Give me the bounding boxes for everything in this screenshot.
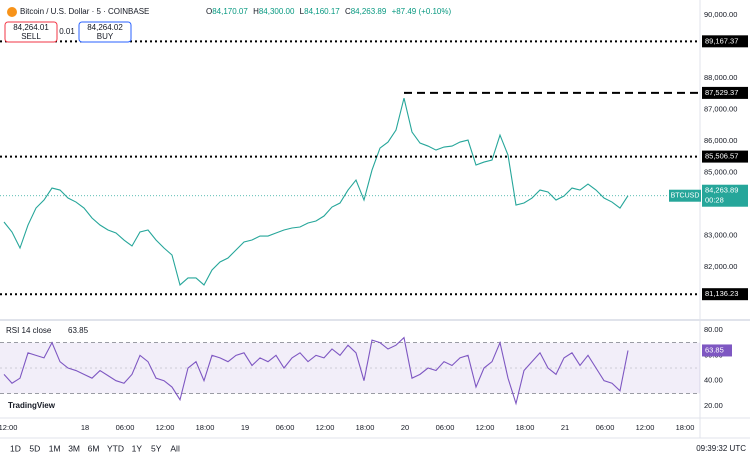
y-tick-label: 87,000.00	[704, 105, 737, 114]
level-label: 89,167.37	[705, 36, 738, 45]
sell-price[interactable]: 84,264.01	[13, 23, 49, 32]
symbol-title: Bitcoin / U.S. Dollar · 5 · COINBASE	[20, 7, 149, 16]
brand-text: TradingView	[8, 401, 56, 410]
ohlc-key: C	[345, 7, 351, 16]
x-tick-label: 06:00	[596, 423, 615, 432]
symbol-tag-label: BTCUSD	[671, 193, 700, 200]
x-tick-label: 18:00	[196, 423, 215, 432]
brand: TradingView	[8, 401, 56, 410]
x-tick-label: 06:00	[436, 423, 455, 432]
last-price-tag	[702, 184, 748, 207]
range-button[interactable]: YTD	[107, 443, 124, 453]
change: +87.49 (+0.10%)	[392, 7, 452, 16]
ohlc-value: 84,160.17	[304, 7, 340, 16]
range-button[interactable]: 5D	[29, 443, 40, 453]
level-label: 85,506.57	[705, 152, 738, 161]
last-value-label: 63.85	[705, 345, 724, 354]
level-tag	[702, 86, 748, 99]
range-button[interactable]: 6M	[88, 443, 100, 453]
x-tick-label: 18:00	[516, 423, 535, 432]
rsi-value: 63.85	[68, 326, 89, 335]
sell-button[interactable]: 84,264.01 SELL	[4, 21, 58, 43]
level-label: 87,529.37	[705, 88, 738, 97]
countdown-label: 00:28	[705, 196, 724, 205]
x-tick-label: 18	[81, 423, 89, 432]
sell-label[interactable]: SELL	[21, 32, 41, 41]
y-tick-label: 82,000.00	[704, 262, 737, 271]
y-tick-label: 80.00	[704, 325, 723, 334]
x-tick-label: 12:00	[476, 423, 495, 432]
ohlc-value: 84,170.07	[212, 7, 248, 16]
spread: 0.01	[59, 27, 75, 36]
y-tick-label: 90,000.00	[704, 10, 737, 19]
ohlc-key: O	[206, 7, 212, 16]
x-tick-label: 18:00	[676, 423, 695, 432]
x-tick-label: 12:00	[156, 423, 175, 432]
buy-button[interactable]: 84,264.02 BUY	[78, 21, 132, 43]
clock: 09:39:32 UTC	[696, 444, 746, 453]
series-line	[3, 97, 629, 286]
buy-label[interactable]: BUY	[97, 32, 114, 41]
last-value-tag	[702, 344, 732, 357]
level-tag	[702, 150, 748, 163]
last-price-label: 84,263.89	[705, 186, 738, 195]
ohlc-value: 84,300.00	[259, 7, 295, 16]
y-tick-label: 86,000.00	[704, 136, 737, 145]
rsi-title: RSI 14 close	[6, 326, 52, 335]
level-tag	[702, 288, 748, 301]
range-button[interactable]: All	[170, 443, 180, 453]
range-button[interactable]: 5Y	[151, 443, 162, 453]
plot: 82,000.00 83,000.00 85,000.00 86,000.00 87,0…	[0, 10, 748, 453]
x-tick-label: 12:00	[0, 423, 17, 432]
x-tick-label: 21	[561, 423, 569, 432]
x-tick-label: 12:00	[316, 423, 335, 432]
ohlc-key: H	[253, 7, 259, 16]
buy-price[interactable]: 84,264.02	[87, 23, 123, 32]
series-line	[3, 336, 629, 406]
y-tick-label: 88,000.00	[704, 73, 737, 82]
sell-box[interactable]	[4, 21, 58, 43]
range-button[interactable]: 1Y	[132, 443, 143, 453]
x-tick-label: 19	[241, 423, 249, 432]
y-tick-label: 83,000.00	[704, 230, 737, 239]
range-button[interactable]: 3M	[68, 443, 80, 453]
x-tick-label: 12:00	[636, 423, 655, 432]
x-tick-label: 20	[401, 423, 409, 432]
symbol-icon	[7, 7, 17, 17]
buy-box[interactable]	[78, 21, 132, 43]
x-tick-label: 18:00	[356, 423, 375, 432]
x-tick-label: 06:00	[276, 423, 295, 432]
range-button[interactable]: 1M	[49, 443, 61, 453]
level-label: 81,136.23	[705, 289, 738, 298]
y-tick-label: 85,000.00	[704, 168, 737, 177]
symbol-tag	[669, 189, 701, 202]
ohlc: O84,170.07 H84,300.00 L84,160.17 C84,263…	[206, 7, 451, 16]
y-tick-label: 20.00	[704, 401, 723, 410]
ohlc-value: 84,263.89	[351, 7, 387, 16]
y-tick-label: 40.00	[704, 376, 723, 385]
level-tag	[702, 35, 748, 48]
x-tick-label: 06:00	[116, 423, 135, 432]
ohlc-key: L	[300, 7, 305, 16]
range-button[interactable]: 1D	[10, 443, 21, 453]
